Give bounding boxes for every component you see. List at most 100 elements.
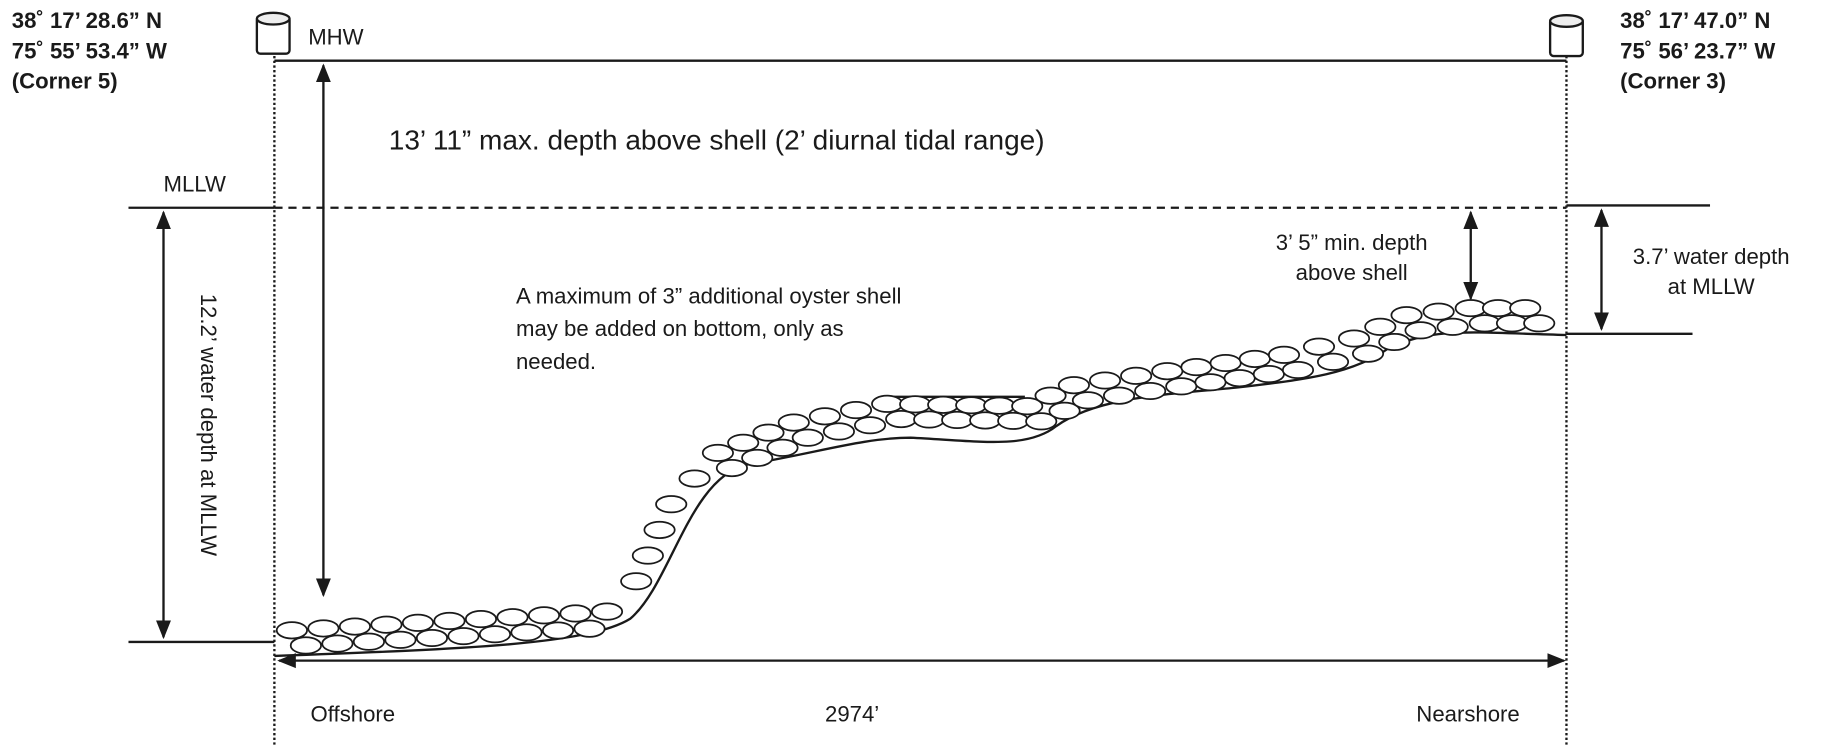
oyster-shell [752,423,785,442]
oyster-shell [1302,337,1336,356]
oyster-shell [1404,321,1437,340]
oyster-shell [1468,314,1501,333]
oyster-shell [1223,369,1256,388]
note: needed. [516,349,596,374]
depth-label: 3’ 5” min. depth [1276,230,1428,255]
oyster-shell [620,572,653,591]
oyster-shell [1454,299,1487,318]
bottom-label: 2974’ [825,701,879,726]
oyster-shell [643,520,676,539]
oyster-shell [701,443,734,462]
oyster-shell [415,628,449,648]
oyster-shell [853,416,887,435]
oyster-shell [791,428,824,447]
note: A maximum of 3” additional oyster shell [516,283,901,308]
oyster-shell [839,401,873,420]
oyster-shell [447,627,480,646]
oyster-shell [766,438,799,457]
oyster-shell [741,448,774,467]
oyster-shell [1209,353,1242,373]
oyster-shell [1337,329,1371,348]
oyster-shell [433,611,466,630]
oyster-shell [727,433,760,452]
oyster-shell [370,615,403,634]
oyster-shell [464,610,498,629]
oyster-shell [1165,377,1198,396]
oyster-shell [307,619,340,638]
oyster-shell [1364,317,1397,336]
oyster-shell [1495,314,1529,333]
marker-left [255,11,291,55]
oyster-shell [1238,349,1271,368]
oyster-shell [997,411,1030,430]
oyster-shell [913,410,946,429]
depth-label: 12.2’ water depth at MLLW [196,294,221,556]
coord: (Corner 5) [12,69,118,94]
oyster-shell [955,396,988,415]
oyster-shell [871,394,904,413]
oyster-shell [1194,373,1227,392]
coord: 38˚ 17’ 28.6” N [12,8,162,33]
oyster-shell [384,630,417,649]
oyster-shell [1351,344,1385,363]
oyster-shell [289,636,322,655]
oyster-shell [478,625,512,644]
oyster-shell [1120,366,1153,385]
oyster-shell [1481,299,1515,318]
oyster-shell [527,606,561,625]
depth-label: at MLLW [1668,274,1755,299]
oyster-shell [1088,371,1122,390]
oyster-shell [1378,332,1411,352]
bottom-label: Offshore [311,701,396,726]
marker-right [1548,14,1584,58]
oyster-shell [777,413,810,432]
coord: 75˚ 55’ 53.4” W [12,38,167,63]
oyster-shell [1316,352,1350,371]
oyster-shell [1011,397,1044,416]
oyster-shell [1267,345,1301,364]
oyster-shell [352,632,385,651]
coord: (Corner 3) [1620,69,1726,94]
oyster-shell [401,613,434,632]
oyster-shell [275,621,308,640]
oyster-shell [1134,381,1167,401]
note: may be added on bottom, only as [516,316,844,341]
oyster-shell [321,634,354,653]
oyster-shell [1048,401,1081,420]
coord: 75˚ 56’ 23.7” W [1620,38,1775,63]
oyster-shell [1390,306,1423,325]
oyster-shell [1523,314,1556,333]
oyster-shell [969,411,1002,430]
depth-label: above shell [1296,260,1408,285]
oyster-shell [655,495,688,514]
oyster-shell [1281,360,1315,380]
level-label: MLLW [164,171,226,196]
oyster-shell [1071,391,1104,410]
oyster-shell [1102,386,1136,405]
depth-label: 13’ 11” max. depth above shell (2’ diurn… [389,124,1045,155]
oyster-shell [1180,358,1213,377]
structure [128,11,1711,747]
oyster-shell [510,623,543,642]
oyster-shell [1509,299,1542,318]
oyster-shell [1436,317,1469,336]
oyster-shell [496,608,529,627]
oyster-shell [338,617,371,636]
oyster-shell [983,396,1016,415]
oyster-shell [1034,386,1067,405]
level-label: MHW [308,24,363,49]
oyster-shell [631,546,664,565]
oyster-shell [541,621,575,640]
oyster-shell [808,407,841,426]
oyster-shell [590,602,624,621]
bottom-label: Nearshore [1416,701,1519,726]
oyster-shell [822,422,855,441]
oyster-shell [927,395,960,414]
depth-label: 3.7’ water depth [1633,244,1790,269]
oyster-shell [1025,412,1058,431]
oyster-shell [1151,362,1184,381]
oyster-shell [885,409,918,429]
oyster-shell [899,395,932,414]
oyster-shell [1057,376,1090,395]
